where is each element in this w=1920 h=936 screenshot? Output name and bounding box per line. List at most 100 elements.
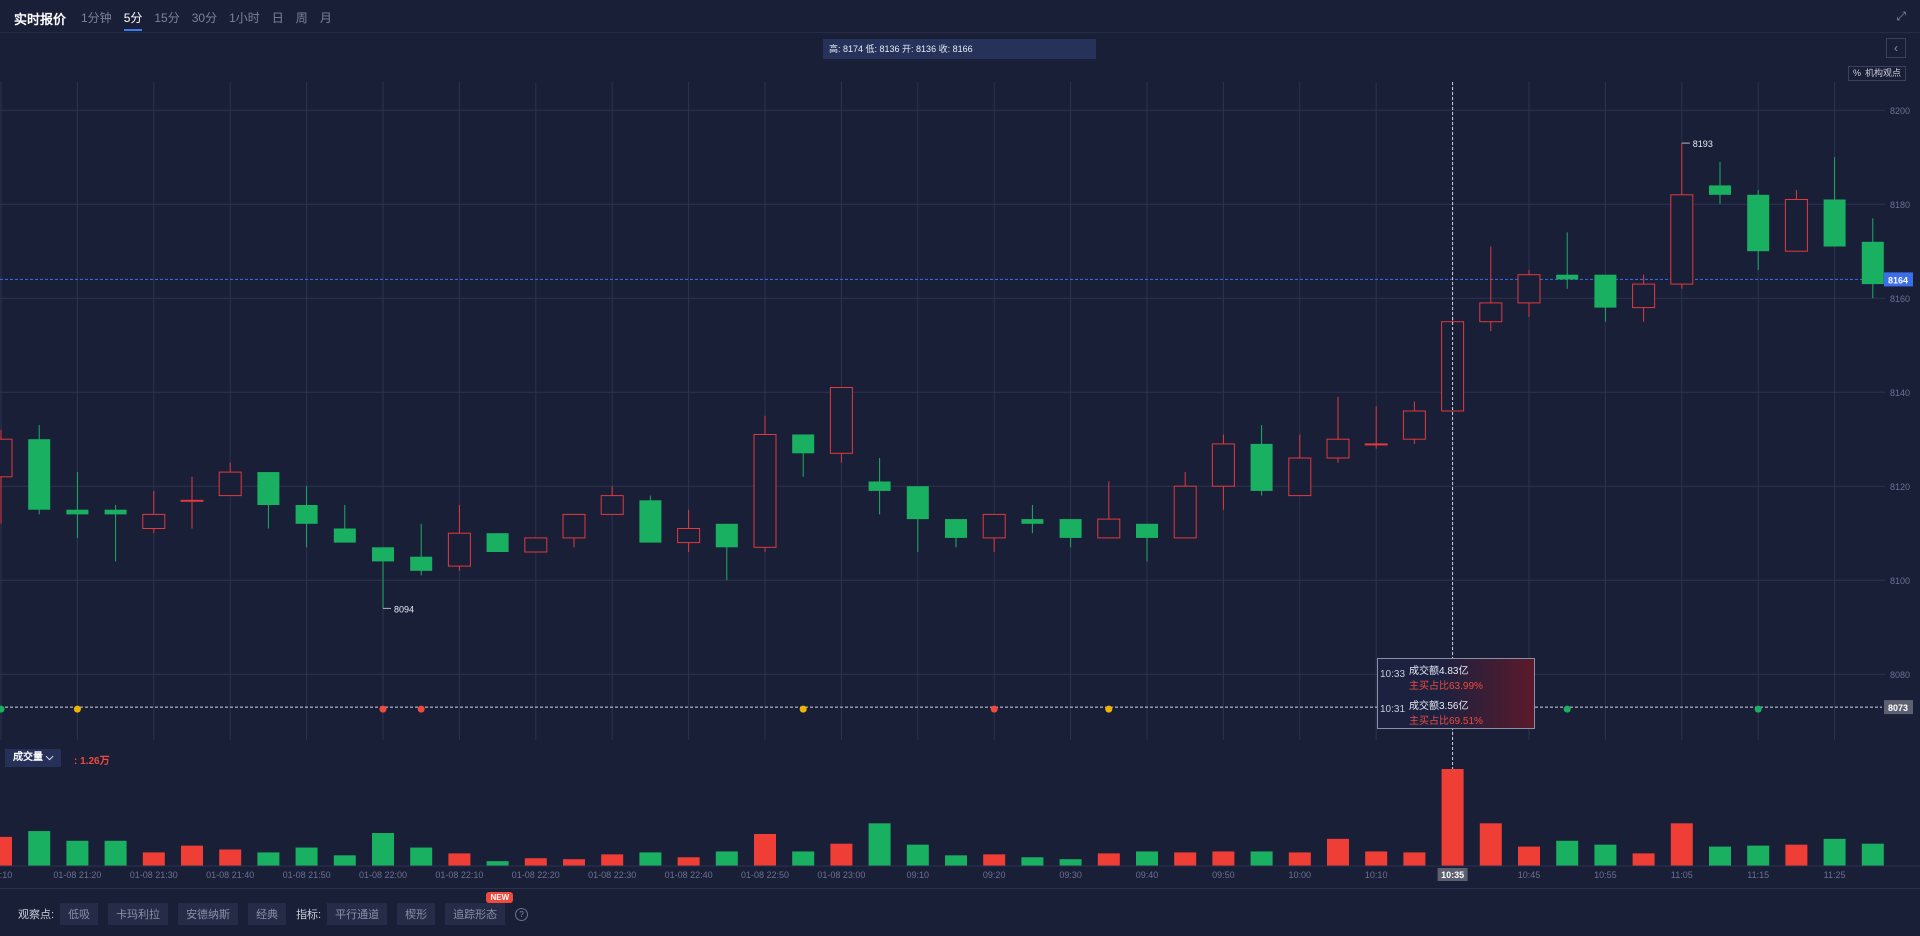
signal-button[interactable]: 经典 (248, 903, 287, 925)
volume-bar (945, 855, 967, 866)
x-tick-label: 11:25 (1824, 870, 1846, 880)
x-tick-label: 09:10 (907, 870, 930, 880)
candle-body (1136, 523, 1158, 538)
expand-icon[interactable]: ⤢ (1896, 9, 1906, 23)
volume-label: 成交量 (13, 752, 43, 763)
candle-body (715, 523, 738, 548)
y-tick-label: 8100 (1890, 576, 1910, 586)
indicator-button[interactable]: 平行通道 (327, 903, 388, 925)
candle-body (1326, 438, 1350, 459)
tooltip-time: 10:31 (1380, 704, 1406, 715)
volume-bar (1365, 851, 1388, 866)
candle-body (982, 513, 1006, 539)
candle-body (1479, 302, 1503, 323)
tooltip-amount: 成交额4.83亿 (1409, 666, 1469, 677)
indicator-button[interactable]: 追踪形态 NEW (445, 892, 514, 925)
volume-bar (372, 833, 394, 866)
volume-bar (639, 852, 662, 866)
volume-bar (754, 833, 776, 866)
tab-15min[interactable]: 15分 (154, 11, 180, 25)
candle-body (104, 509, 127, 515)
high-price-label: 8193 (1693, 139, 1713, 149)
x-tick-label: 01-08 22:40 (665, 870, 713, 880)
cursor-price-label: 8073 (1888, 703, 1908, 713)
x-tick-label: 01-08 22:30 (588, 870, 636, 880)
volume-bar (1288, 852, 1311, 866)
x-tick-label: 01-08 21:30 (130, 870, 178, 880)
x-tick-label: 01-08 21:20 (53, 870, 101, 880)
tab-week[interactable]: 周 (295, 11, 308, 25)
indicator-label: 指标: (296, 909, 322, 921)
tab-day[interactable]: 日 (271, 11, 284, 25)
help-icon[interactable]: ? (515, 907, 529, 921)
candle-body (1097, 518, 1121, 539)
candle-body (1517, 274, 1541, 304)
volume-bar (1097, 853, 1120, 866)
tab-30min[interactable]: 30分 (191, 11, 218, 25)
volume-bar (1861, 843, 1884, 866)
signal-marker-icon (0, 705, 5, 713)
signal-label: 观察点: (18, 909, 55, 921)
volume-bar (333, 855, 356, 866)
candle-body (1364, 443, 1388, 446)
tooltip-amount: 成交额3.56亿 (1409, 701, 1469, 712)
tab-1min[interactable]: 1分钟 (81, 11, 112, 25)
timeframe-tabs: 1分钟 5分 15分 30分 1小时 日 周 月 (81, 9, 344, 31)
y-tick-label: 8120 (1890, 482, 1910, 492)
signal-marker-icon (1754, 705, 1762, 713)
candle-body (410, 556, 433, 571)
x-tick-label: 10:45 (1518, 870, 1541, 880)
candle-body (1747, 194, 1770, 252)
x-tick-label: 11:15 (1747, 870, 1769, 880)
tooltip-time: 10:33 (1380, 669, 1406, 680)
tab-month[interactable]: 月 (319, 11, 332, 25)
volume-bar (219, 849, 242, 866)
signal-button[interactable]: 卡玛利拉 (108, 903, 169, 925)
volume-bar (257, 852, 280, 866)
y-tick-label: 8200 (1890, 106, 1910, 116)
chevron-left-icon[interactable]: ‹ (1886, 38, 1906, 58)
candle-body (1556, 274, 1579, 280)
tab-5min[interactable]: 5分 (123, 9, 143, 31)
x-tick-label: 09:50 (1212, 870, 1235, 880)
candle-body (1594, 274, 1617, 308)
candle-body (1632, 283, 1656, 309)
volume-value: : 1.26万 (74, 756, 110, 767)
volume-bar (983, 854, 1006, 866)
candle-body (562, 513, 586, 539)
current-price-label: 8164 (1888, 275, 1908, 285)
candle-body (1173, 485, 1197, 539)
new-badge: NEW (486, 892, 514, 903)
indicator-label-text: 追踪形态 (453, 909, 498, 921)
volume-bar (1556, 840, 1579, 866)
volume-bar (66, 840, 89, 866)
indicator-button[interactable]: 楔形 (397, 903, 436, 925)
candle-body (333, 528, 356, 543)
volume-bar (295, 847, 318, 866)
x-tick-label: 01-08 23:00 (817, 870, 865, 880)
institution-view-button[interactable]: % 机构观点 (1847, 66, 1906, 81)
tooltip-ratio: 主买占比69.51% (1409, 716, 1483, 727)
volume-bar (1327, 838, 1349, 866)
candle-body (906, 486, 929, 520)
volume-bar (563, 859, 585, 866)
x-tick-label: 10:55 (1594, 870, 1617, 880)
signal-button[interactable]: 低吸 (60, 903, 99, 925)
x-tick-label: 21:10 (0, 870, 12, 880)
x-tick-label: 10:10 (1365, 870, 1388, 880)
tab-1hour[interactable]: 1小时 (229, 11, 260, 25)
ohlc-info-bar: 高: 8174 低: 8136 开: 8136 收: 8166 (823, 39, 1096, 59)
volume-bar (1021, 857, 1044, 866)
candle-body (180, 499, 204, 502)
signal-marker-icon (417, 705, 425, 713)
volume-bar (1709, 846, 1731, 866)
signal-button[interactable]: 安德纳斯 (178, 903, 239, 925)
volume-dropdown-button[interactable]: 成交量 ⌵ (5, 749, 61, 767)
volume-bar (486, 861, 509, 866)
candle-body (218, 471, 242, 497)
x-tick-label: 09:40 (1136, 870, 1159, 880)
x-tick-label: 09:30 (1059, 870, 1082, 880)
candle-body (142, 513, 166, 530)
volume-bar (1785, 844, 1808, 866)
